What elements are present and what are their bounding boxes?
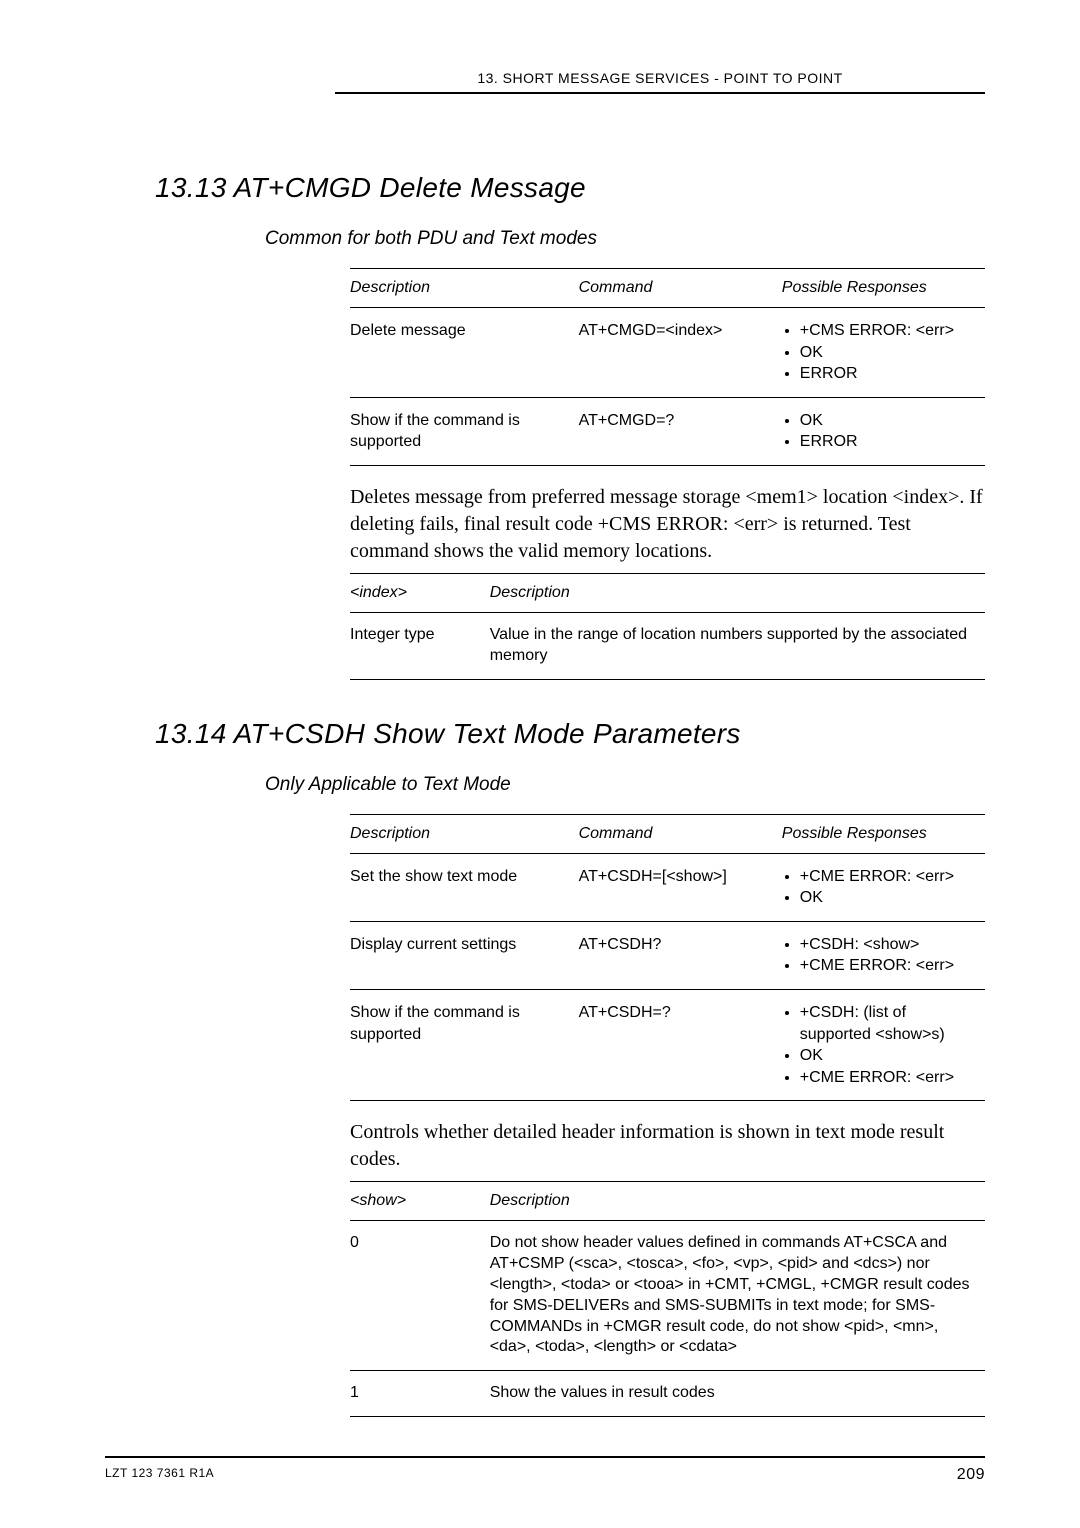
- cell-show: 0: [350, 1221, 490, 1371]
- cell-resp: +CMS ERROR: <err> OK ERROR: [782, 308, 985, 398]
- command-table-1: Description Command Possible Responses D…: [350, 268, 985, 466]
- cell-desc2: Show the values in result codes: [490, 1371, 985, 1417]
- resp-item: OK: [800, 410, 979, 432]
- th-desc2: Description: [490, 573, 985, 612]
- cell-cmd: AT+CSDH?: [579, 921, 782, 989]
- table-row: Show if the command is supported AT+CSDH…: [350, 989, 985, 1100]
- th-desc: Description: [350, 814, 579, 853]
- param-table-1: <index> Description Integer type Value i…: [350, 573, 985, 680]
- cell-resp: +CSDH: <show> +CME ERROR: <err>: [782, 921, 985, 989]
- section-number: 13.14: [155, 718, 227, 749]
- command-table-2: Description Command Possible Responses S…: [350, 814, 985, 1102]
- body-paragraph: Controls whether detailed header informa…: [350, 1119, 985, 1173]
- cell-show: 1: [350, 1371, 490, 1417]
- header-title: 13. SHORT MESSAGE SERVICES - POINT TO PO…: [477, 70, 842, 86]
- table-row: Display current settings AT+CSDH? +CSDH:…: [350, 921, 985, 989]
- section-heading: AT+CMGD Delete Message: [234, 172, 586, 203]
- resp-item: +CSDH: <show>: [800, 934, 979, 956]
- table-row: 1 Show the values in result codes: [350, 1371, 985, 1417]
- cell-cmd: AT+CSDH=[<show>]: [579, 853, 782, 921]
- cell-cmd: AT+CMGD=?: [579, 397, 782, 465]
- resp-item: +CSDH: (list of supported <show>s): [800, 1002, 979, 1045]
- resp-item: +CME ERROR: <err>: [800, 955, 979, 977]
- resp-item: ERROR: [800, 431, 979, 453]
- section-title-13-14: 13.14 AT+CSDH Show Text Mode Parameters: [155, 718, 985, 750]
- table-row: Show if the command is supported AT+CMGD…: [350, 397, 985, 465]
- cell-desc2: Do not show header values defined in com…: [490, 1221, 985, 1371]
- th-index: <index>: [350, 573, 490, 612]
- resp-item: OK: [800, 342, 979, 364]
- running-header: 13. SHORT MESSAGE SERVICES - POINT TO PO…: [335, 70, 985, 94]
- resp-item: OK: [800, 887, 979, 909]
- page: 13. SHORT MESSAGE SERVICES - POINT TO PO…: [0, 0, 1080, 1528]
- param-table-2: <show> Description 0 Do not show header …: [350, 1181, 985, 1417]
- cell-resp: OK ERROR: [782, 397, 985, 465]
- section-heading: AT+CSDH Show Text Mode Parameters: [234, 718, 741, 749]
- table-row: Delete message AT+CMGD=<index> +CMS ERRO…: [350, 308, 985, 398]
- body-paragraph: Deletes message from preferred message s…: [350, 484, 985, 565]
- cell-index: Integer type: [350, 612, 490, 679]
- cell-desc: Set the show text mode: [350, 853, 579, 921]
- cell-cmd: AT+CSDH=?: [579, 989, 782, 1100]
- footer-page-number: 209: [957, 1466, 985, 1484]
- section-subtitle: Common for both PDU and Text modes: [265, 228, 985, 250]
- resp-item: ERROR: [800, 363, 979, 385]
- section-title-13-13: 13.13 AT+CMGD Delete Message: [155, 172, 985, 204]
- resp-item: +CME ERROR: <err>: [800, 866, 979, 888]
- table-row: 0 Do not show header values defined in c…: [350, 1221, 985, 1371]
- th-resp: Possible Responses: [782, 814, 985, 853]
- cell-desc: Show if the command is supported: [350, 989, 579, 1100]
- table-row: Set the show text mode AT+CSDH=[<show>] …: [350, 853, 985, 921]
- th-resp: Possible Responses: [782, 269, 985, 308]
- th-desc2: Description: [490, 1182, 985, 1221]
- cell-desc: Display current settings: [350, 921, 579, 989]
- cell-desc: Show if the command is supported: [350, 397, 579, 465]
- section-subtitle: Only Applicable to Text Mode: [265, 774, 985, 796]
- cell-resp: +CSDH: (list of supported <show>s) OK +C…: [782, 989, 985, 1100]
- cell-resp: +CME ERROR: <err> OK: [782, 853, 985, 921]
- resp-item: OK: [800, 1045, 979, 1067]
- th-desc: Description: [350, 269, 579, 308]
- th-cmd: Command: [579, 814, 782, 853]
- footer-doc-id: LZT 123 7361 R1A: [105, 1466, 214, 1484]
- footer: LZT 123 7361 R1A 209: [105, 1456, 985, 1484]
- cell-desc2: Value in the range of location numbers s…: [490, 612, 985, 679]
- section-number: 13.13: [155, 172, 227, 203]
- resp-item: +CMS ERROR: <err>: [800, 320, 979, 342]
- cell-cmd: AT+CMGD=<index>: [579, 308, 782, 398]
- th-cmd: Command: [579, 269, 782, 308]
- cell-desc: Delete message: [350, 308, 579, 398]
- th-show: <show>: [350, 1182, 490, 1221]
- resp-item: +CME ERROR: <err>: [800, 1067, 979, 1089]
- table-row: Integer type Value in the range of locat…: [350, 612, 985, 679]
